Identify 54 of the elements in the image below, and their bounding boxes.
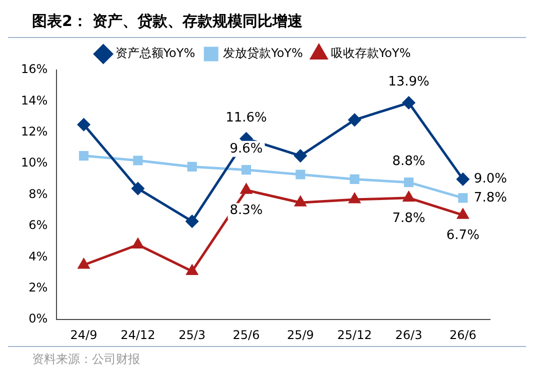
point (294, 196, 306, 206)
data-label: 8.3% (230, 202, 263, 218)
data-label: 9.0% (474, 172, 507, 187)
data-label: 7.8% (392, 210, 426, 226)
data-label: 9.6% (230, 142, 263, 157)
point (456, 172, 470, 186)
x-tick-label: 24/9 (70, 328, 98, 342)
y-tick-label: 10% (21, 156, 48, 170)
point (132, 238, 144, 248)
y-tick-label: 12% (21, 124, 48, 139)
y-tick-label: 4% (28, 249, 48, 264)
point (403, 192, 414, 202)
y-tick-label: 6% (28, 218, 48, 232)
data-label: 13.9% (388, 74, 430, 90)
x-tick-label: 25/6 (232, 328, 260, 342)
point (348, 114, 361, 126)
point (458, 193, 468, 203)
point (78, 151, 89, 161)
x-tick-label: 26/3 (395, 328, 422, 342)
y-tick-label: 14% (21, 93, 48, 108)
data-label: 7.8% (474, 190, 507, 206)
data-label: 11.6% (226, 110, 267, 126)
point (349, 193, 360, 204)
point (402, 96, 415, 110)
y-tick-label: 0% (28, 312, 48, 326)
point (187, 162, 197, 172)
chart-title: 图表2： 资产、贷款、存款规模同比增速 (8, 8, 526, 38)
legend-label: 资产总额YoY% (115, 46, 196, 60)
text: 资料来源：公司财报 (8, 346, 526, 368)
x-tick-label: 26/6 (449, 328, 476, 342)
point (133, 156, 143, 166)
point (240, 184, 252, 194)
x-tick-label: 25/12 (337, 328, 372, 342)
x-tick-label: 25/3 (178, 328, 206, 342)
data-label: 6.7% (446, 228, 480, 243)
point (296, 170, 306, 180)
point (404, 178, 414, 188)
data-label: 8.8% (392, 154, 426, 170)
y-tick-label: 2% (28, 280, 48, 295)
legend-label: 发放贷款YoY% (223, 46, 303, 60)
x-tick-label: 25/9 (286, 328, 314, 342)
point (186, 215, 198, 228)
point (78, 118, 90, 131)
legend-label: 吸收存款YoY% (330, 46, 411, 60)
point (294, 150, 307, 162)
point (457, 208, 468, 219)
point (241, 165, 252, 175)
x-tick-label: 24/12 (120, 328, 156, 342)
point (186, 264, 198, 275)
point (132, 182, 144, 195)
y-tick-label: 8% (28, 186, 48, 201)
point (78, 258, 90, 269)
point (350, 174, 360, 184)
y-tick-label: 16% (21, 62, 48, 76)
